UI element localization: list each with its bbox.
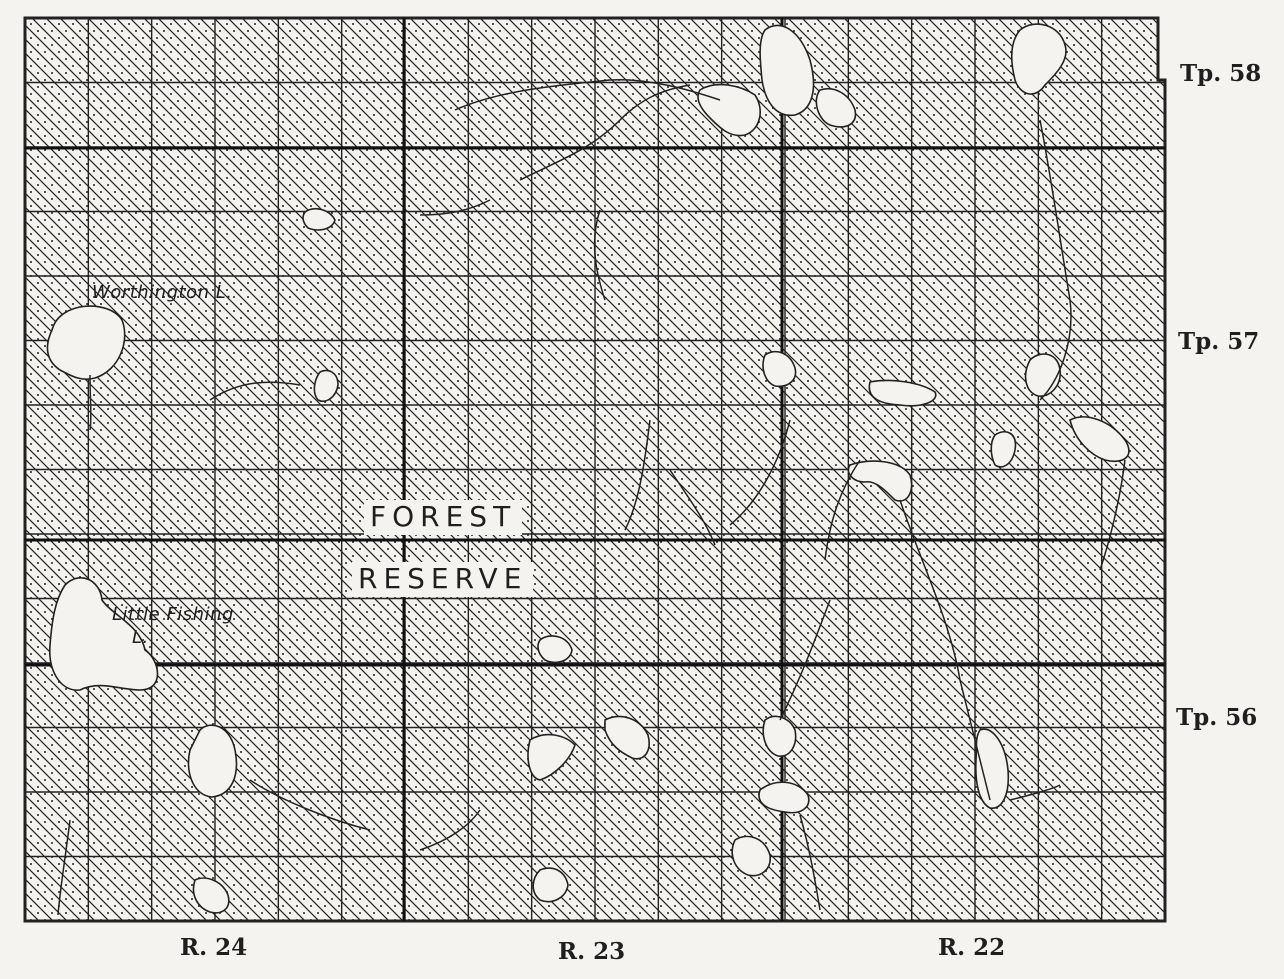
- lakes: [46, 23, 1130, 914]
- worthington-lake-label: Worthington L.: [92, 282, 233, 303]
- worthington-lake: [46, 305, 126, 380]
- little-fishing-lake-label-line2: L.: [132, 627, 149, 648]
- range-label-23: R. 23: [558, 938, 626, 965]
- range-label-22: R. 22: [938, 934, 1006, 961]
- forest-reserve-label-line2: RESERVE: [352, 562, 534, 597]
- township-label-58: Tp. 58: [1180, 60, 1262, 87]
- section-grid: [25, 18, 1165, 921]
- range-label-24: R. 24: [180, 934, 248, 961]
- little-fishing-lake: [49, 577, 159, 691]
- township-label-56: Tp. 56: [1176, 704, 1258, 731]
- streams: [57, 79, 1126, 916]
- township-label-57: Tp. 57: [1178, 328, 1260, 355]
- township-boundaries: [25, 18, 1165, 921]
- forest-reserve-label-line1: FOREST: [364, 500, 523, 535]
- little-fishing-lake-label: Little Fishing: [112, 604, 234, 625]
